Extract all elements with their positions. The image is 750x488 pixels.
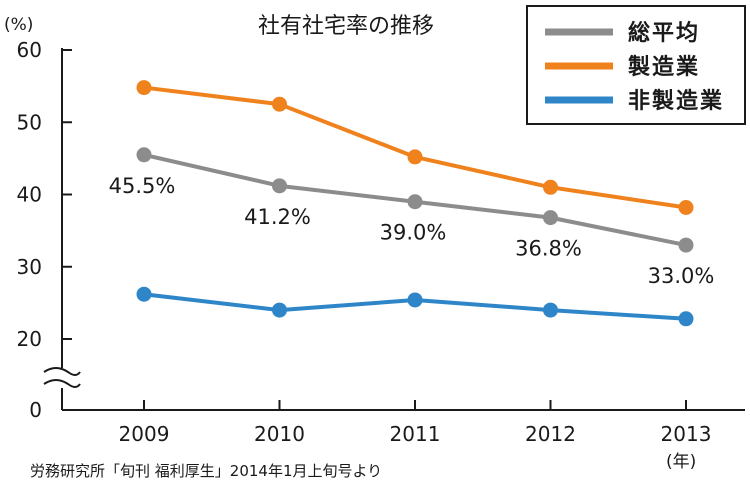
series-layer <box>136 80 694 327</box>
legend-label-series-1: 製造業 <box>627 54 700 80</box>
data-point <box>678 237 694 253</box>
y-tick-label: 50 <box>17 110 42 134</box>
data-label: 39.0% <box>380 221 447 245</box>
data-point <box>543 210 558 226</box>
data-point <box>136 80 152 96</box>
data-point <box>272 96 287 112</box>
legend: 総平均 製造業 非製造業 <box>526 5 746 125</box>
data-point <box>678 311 694 327</box>
legend-label-series-2: 非製造業 <box>628 88 724 114</box>
y-tick-label: 40 <box>17 183 42 207</box>
data-point <box>543 302 558 318</box>
y-tick-label: 60 <box>17 38 42 62</box>
data-label: 45.5% <box>109 174 176 198</box>
y-tick-label: 0 <box>29 398 42 422</box>
data-point <box>136 286 152 302</box>
x-tick-label: 2012 <box>525 422 576 446</box>
data-point <box>136 147 152 163</box>
data-point <box>543 179 558 195</box>
data-label: 36.8% <box>515 237 582 261</box>
source-note: 労務研究所「旬刊 福利厚生」2014年1月上旬号より <box>30 462 382 480</box>
data-point <box>272 302 287 318</box>
y-axis-unit: (%) <box>4 15 33 35</box>
x-ticks: 2009 2010 2011 2012 2013 <box>119 400 712 446</box>
data-label: 33.0% <box>648 264 715 288</box>
axis-break-mark <box>43 367 81 388</box>
data-point <box>678 200 694 216</box>
chart-title: 社有社宅率の推移 <box>258 14 434 39</box>
data-labels: 45.5% 41.2% 39.0% 36.8% 33.0% <box>109 174 715 288</box>
y-tick-label: 20 <box>17 327 42 351</box>
data-point <box>407 292 423 308</box>
x-tick-label: 2013 <box>661 422 712 446</box>
y-ticks: 60 50 40 30 20 0 <box>17 38 72 422</box>
x-tick-label: 2009 <box>119 422 170 446</box>
x-tick-label: 2011 <box>390 422 441 446</box>
data-point <box>407 149 423 165</box>
data-point <box>272 178 287 194</box>
x-axis-unit: (年) <box>666 452 696 472</box>
x-tick-label: 2010 <box>254 422 305 446</box>
y-tick-label: 30 <box>17 255 42 279</box>
data-point <box>407 194 423 210</box>
legend-label-series-0: 総平均 <box>628 20 700 46</box>
data-label: 41.2% <box>244 205 311 229</box>
